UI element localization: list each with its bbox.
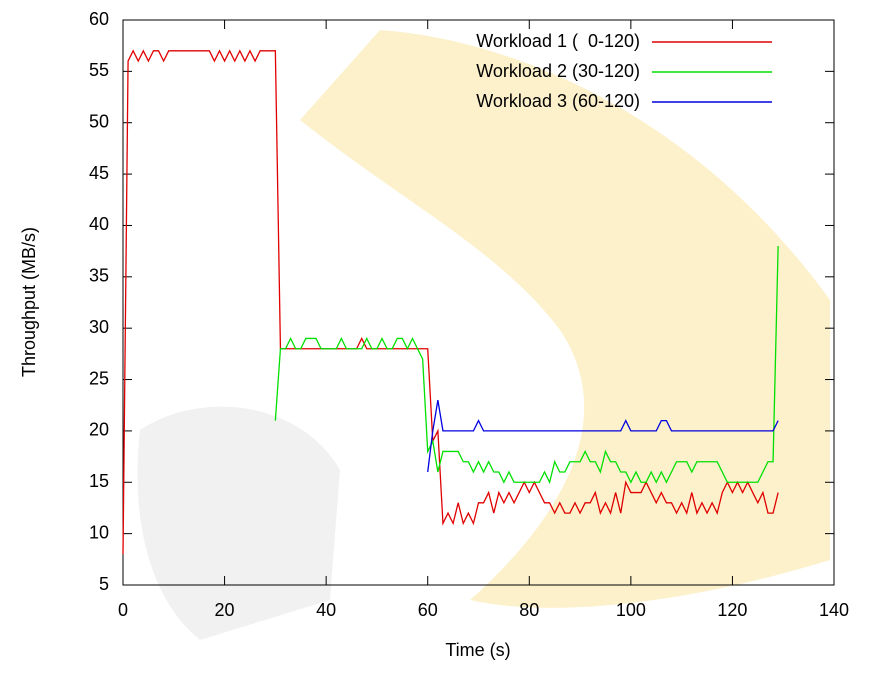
legend-label: Workload 2 (30-120) xyxy=(476,61,640,81)
x-tick-label: 60 xyxy=(418,600,438,620)
y-tick-label: 50 xyxy=(89,111,109,131)
x-tick-label: 120 xyxy=(717,600,747,620)
x-tick-label: 80 xyxy=(519,600,539,620)
legend-label: Workload 1 ( 0-120) xyxy=(476,31,640,51)
page: Time (s) Throughput (MB/s) 0 20 40 60 80 100 1… xyxy=(0,0,875,674)
x-axis-label: Time (s) xyxy=(445,640,510,660)
y-tick-label: 5 xyxy=(99,574,109,594)
y-tick-label: 10 xyxy=(89,522,109,542)
x-tick-label: 40 xyxy=(316,600,336,620)
y-tick-label: 45 xyxy=(89,163,109,183)
x-tick-label: 20 xyxy=(215,600,235,620)
y-tick-label: 25 xyxy=(89,368,109,388)
y-axis-label: Throughput (MB/s) xyxy=(19,227,39,377)
y-tick-label: 60 xyxy=(89,9,109,29)
x-tick-label: 0 xyxy=(118,600,128,620)
legend-label: Workload 3 (60-120) xyxy=(476,91,640,111)
y-tick-label: 20 xyxy=(89,420,109,440)
x-tick-label: 140 xyxy=(819,600,849,620)
y-tick-label: 40 xyxy=(89,214,109,234)
y-tick-label: 35 xyxy=(89,266,109,286)
background-watermark xyxy=(138,30,831,640)
y-tick-label: 15 xyxy=(89,471,109,491)
y-tick-label: 30 xyxy=(89,317,109,337)
x-tick-label: 100 xyxy=(616,600,646,620)
y-tick-label: 55 xyxy=(89,60,109,80)
chart: Time (s) Throughput (MB/s) 0 20 40 60 80 100 1… xyxy=(0,0,875,669)
